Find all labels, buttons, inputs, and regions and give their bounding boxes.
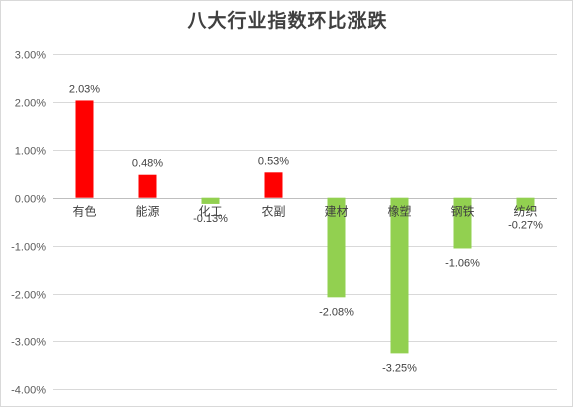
data-label: -0.13% xyxy=(193,213,228,225)
data-label: -3.25% xyxy=(382,362,417,374)
category-label: 钢铁 xyxy=(450,205,474,219)
bar xyxy=(138,174,157,198)
category-label: 橡塑 xyxy=(387,204,411,219)
y-tick-label: -1.00% xyxy=(11,242,46,254)
bar xyxy=(264,172,283,198)
bar xyxy=(201,197,220,204)
chart-title: 八大行业指数环比涨跌 xyxy=(187,10,388,32)
y-tick-label: 2.00% xyxy=(15,98,46,110)
y-tick-label: 1.00% xyxy=(15,146,46,158)
category-label: 有色 xyxy=(72,205,96,219)
category-label: 化工 xyxy=(198,205,222,219)
bar xyxy=(75,100,94,198)
y-tick-label: -4.00% xyxy=(11,385,46,397)
data-label: -0.27% xyxy=(508,220,543,232)
bar xyxy=(327,197,346,298)
category-label: 纺织 xyxy=(513,205,537,219)
category-label: 农副 xyxy=(261,205,285,219)
data-label: 2.03% xyxy=(69,83,100,95)
category-label: 建材 xyxy=(324,205,348,219)
y-tick-label: 0.00% xyxy=(15,194,46,206)
data-label: 0.53% xyxy=(258,155,289,167)
y-tick-label: 3.00% xyxy=(15,50,46,62)
y-tick-label: -3.00% xyxy=(11,337,46,349)
bar xyxy=(516,197,535,211)
data-label: -2.08% xyxy=(319,306,354,318)
bar xyxy=(453,197,472,249)
data-label: 0.48% xyxy=(132,158,163,170)
y-tick-label: -2.00% xyxy=(11,290,46,302)
data-label: -1.06% xyxy=(445,257,480,269)
bar xyxy=(390,197,409,354)
category-label: 能源 xyxy=(135,205,159,219)
